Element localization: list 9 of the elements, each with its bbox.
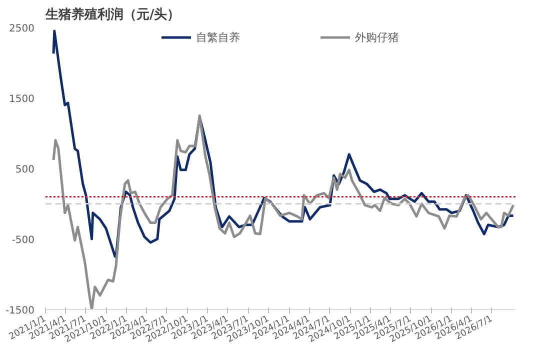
line-series <box>52 114 515 310</box>
y-tick-label: 500 <box>15 164 35 176</box>
legend-label: 外购仔猪 <box>355 30 399 44</box>
y-tick-label: 1500 <box>9 94 35 105</box>
y-tick-label: -500 <box>12 235 35 246</box>
chart-title: 生猪养殖利润（元/头） <box>44 6 180 22</box>
y-tick-label: 2500 <box>9 24 35 34</box>
legend-label: 自繁自养 <box>196 30 240 44</box>
y-tick-label: -1500 <box>5 306 35 316</box>
